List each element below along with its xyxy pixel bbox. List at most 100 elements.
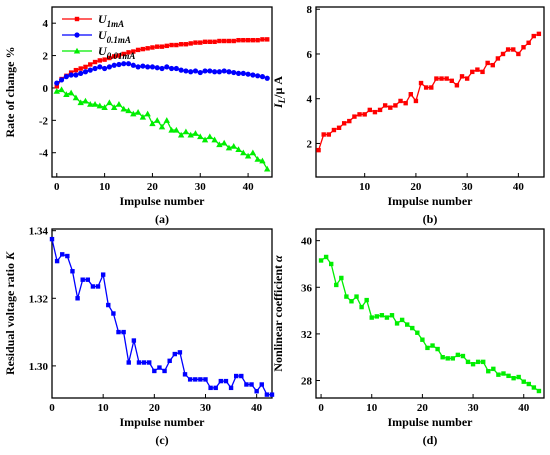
data-point xyxy=(111,54,117,59)
y-tick-label: 8 xyxy=(307,4,313,16)
data-point xyxy=(149,64,156,70)
data-point xyxy=(173,65,179,72)
series-a-2 xyxy=(54,61,270,86)
data-point xyxy=(464,76,470,81)
data-point xyxy=(95,284,101,289)
data-point xyxy=(379,313,385,318)
data-point xyxy=(197,69,203,76)
data-point xyxy=(475,359,481,365)
data-point xyxy=(192,68,199,74)
y-tick-label: -2 xyxy=(39,115,49,127)
data-point xyxy=(374,314,379,319)
data-point xyxy=(349,299,354,304)
series-a-3 xyxy=(53,86,271,172)
data-point xyxy=(131,49,136,54)
x-tick-label: 40 xyxy=(513,181,525,193)
x-tick-label: 30 xyxy=(468,402,480,414)
x-tick-label: 40 xyxy=(251,402,263,414)
data-point xyxy=(116,329,121,335)
data-point xyxy=(106,302,111,308)
y-tick-label: 2 xyxy=(307,138,313,150)
data-point xyxy=(125,107,132,114)
data-point xyxy=(121,61,127,67)
legend-entry: U1mA xyxy=(62,12,124,29)
data-point xyxy=(144,110,151,117)
data-point xyxy=(188,41,193,46)
data-point xyxy=(382,103,388,108)
x-tick-label: 10 xyxy=(366,402,378,414)
data-point xyxy=(159,65,165,72)
data-point xyxy=(244,152,252,159)
data-point xyxy=(60,252,65,257)
data-point xyxy=(526,40,531,45)
data-point xyxy=(394,321,400,326)
y-tick-label: 1.34 xyxy=(29,226,49,238)
data-point xyxy=(145,46,150,51)
data-point xyxy=(228,385,234,391)
data-point xyxy=(58,77,65,83)
data-point xyxy=(486,368,491,374)
data-point xyxy=(87,67,93,73)
data-point xyxy=(187,377,193,382)
data-point xyxy=(250,37,256,43)
data-point xyxy=(164,64,170,70)
data-point xyxy=(75,296,80,301)
data-point xyxy=(226,38,232,44)
data-point xyxy=(140,46,146,52)
data-point xyxy=(357,112,362,117)
data-point xyxy=(82,69,89,75)
data-point xyxy=(425,345,430,351)
data-point xyxy=(121,51,126,57)
data-point xyxy=(68,72,74,78)
data-point xyxy=(97,64,103,70)
data-point xyxy=(490,62,495,68)
data-point xyxy=(220,139,228,146)
series-d-1 xyxy=(318,254,542,394)
x-tick-label: 0 xyxy=(318,402,324,414)
data-point xyxy=(384,315,390,320)
data-point xyxy=(434,76,439,81)
data-point xyxy=(110,104,118,110)
data-point xyxy=(70,269,75,274)
data-point xyxy=(511,375,516,381)
data-point xyxy=(536,31,542,37)
data-point xyxy=(183,42,189,47)
data-point xyxy=(259,157,266,164)
data-point xyxy=(435,346,440,352)
x-tick-label: 10 xyxy=(99,181,111,193)
y-tick-label: 2 xyxy=(43,51,49,63)
y-axis-label: IL/μ A xyxy=(271,76,287,109)
data-point xyxy=(174,42,179,48)
data-point xyxy=(496,372,501,377)
data-point xyxy=(63,74,69,80)
data-point xyxy=(177,131,185,138)
data-point xyxy=(531,33,536,39)
data-point xyxy=(521,379,526,384)
data-point xyxy=(334,282,339,288)
data-point xyxy=(67,89,75,96)
data-point xyxy=(249,149,257,156)
x-tick-label: 10 xyxy=(359,181,371,193)
data-point xyxy=(459,74,465,79)
data-point xyxy=(231,38,236,44)
data-point xyxy=(336,125,342,130)
data-point xyxy=(202,39,208,45)
y-tick-label: 1.32 xyxy=(29,293,49,305)
data-point xyxy=(90,284,96,289)
data-point xyxy=(249,382,254,387)
data-point xyxy=(420,337,425,342)
data-point xyxy=(167,358,172,364)
panel-caption: (b) xyxy=(423,212,438,226)
data-point xyxy=(207,39,213,45)
y-tick-label: 6 xyxy=(307,49,313,61)
data-point xyxy=(418,80,424,86)
data-point xyxy=(223,378,229,384)
data-point xyxy=(121,329,126,335)
series-line xyxy=(317,33,540,151)
data-point xyxy=(54,84,59,89)
x-tick-label: 20 xyxy=(149,402,161,414)
data-point xyxy=(187,131,194,138)
data-point xyxy=(326,132,332,137)
x-tick-label: 0 xyxy=(49,402,55,414)
